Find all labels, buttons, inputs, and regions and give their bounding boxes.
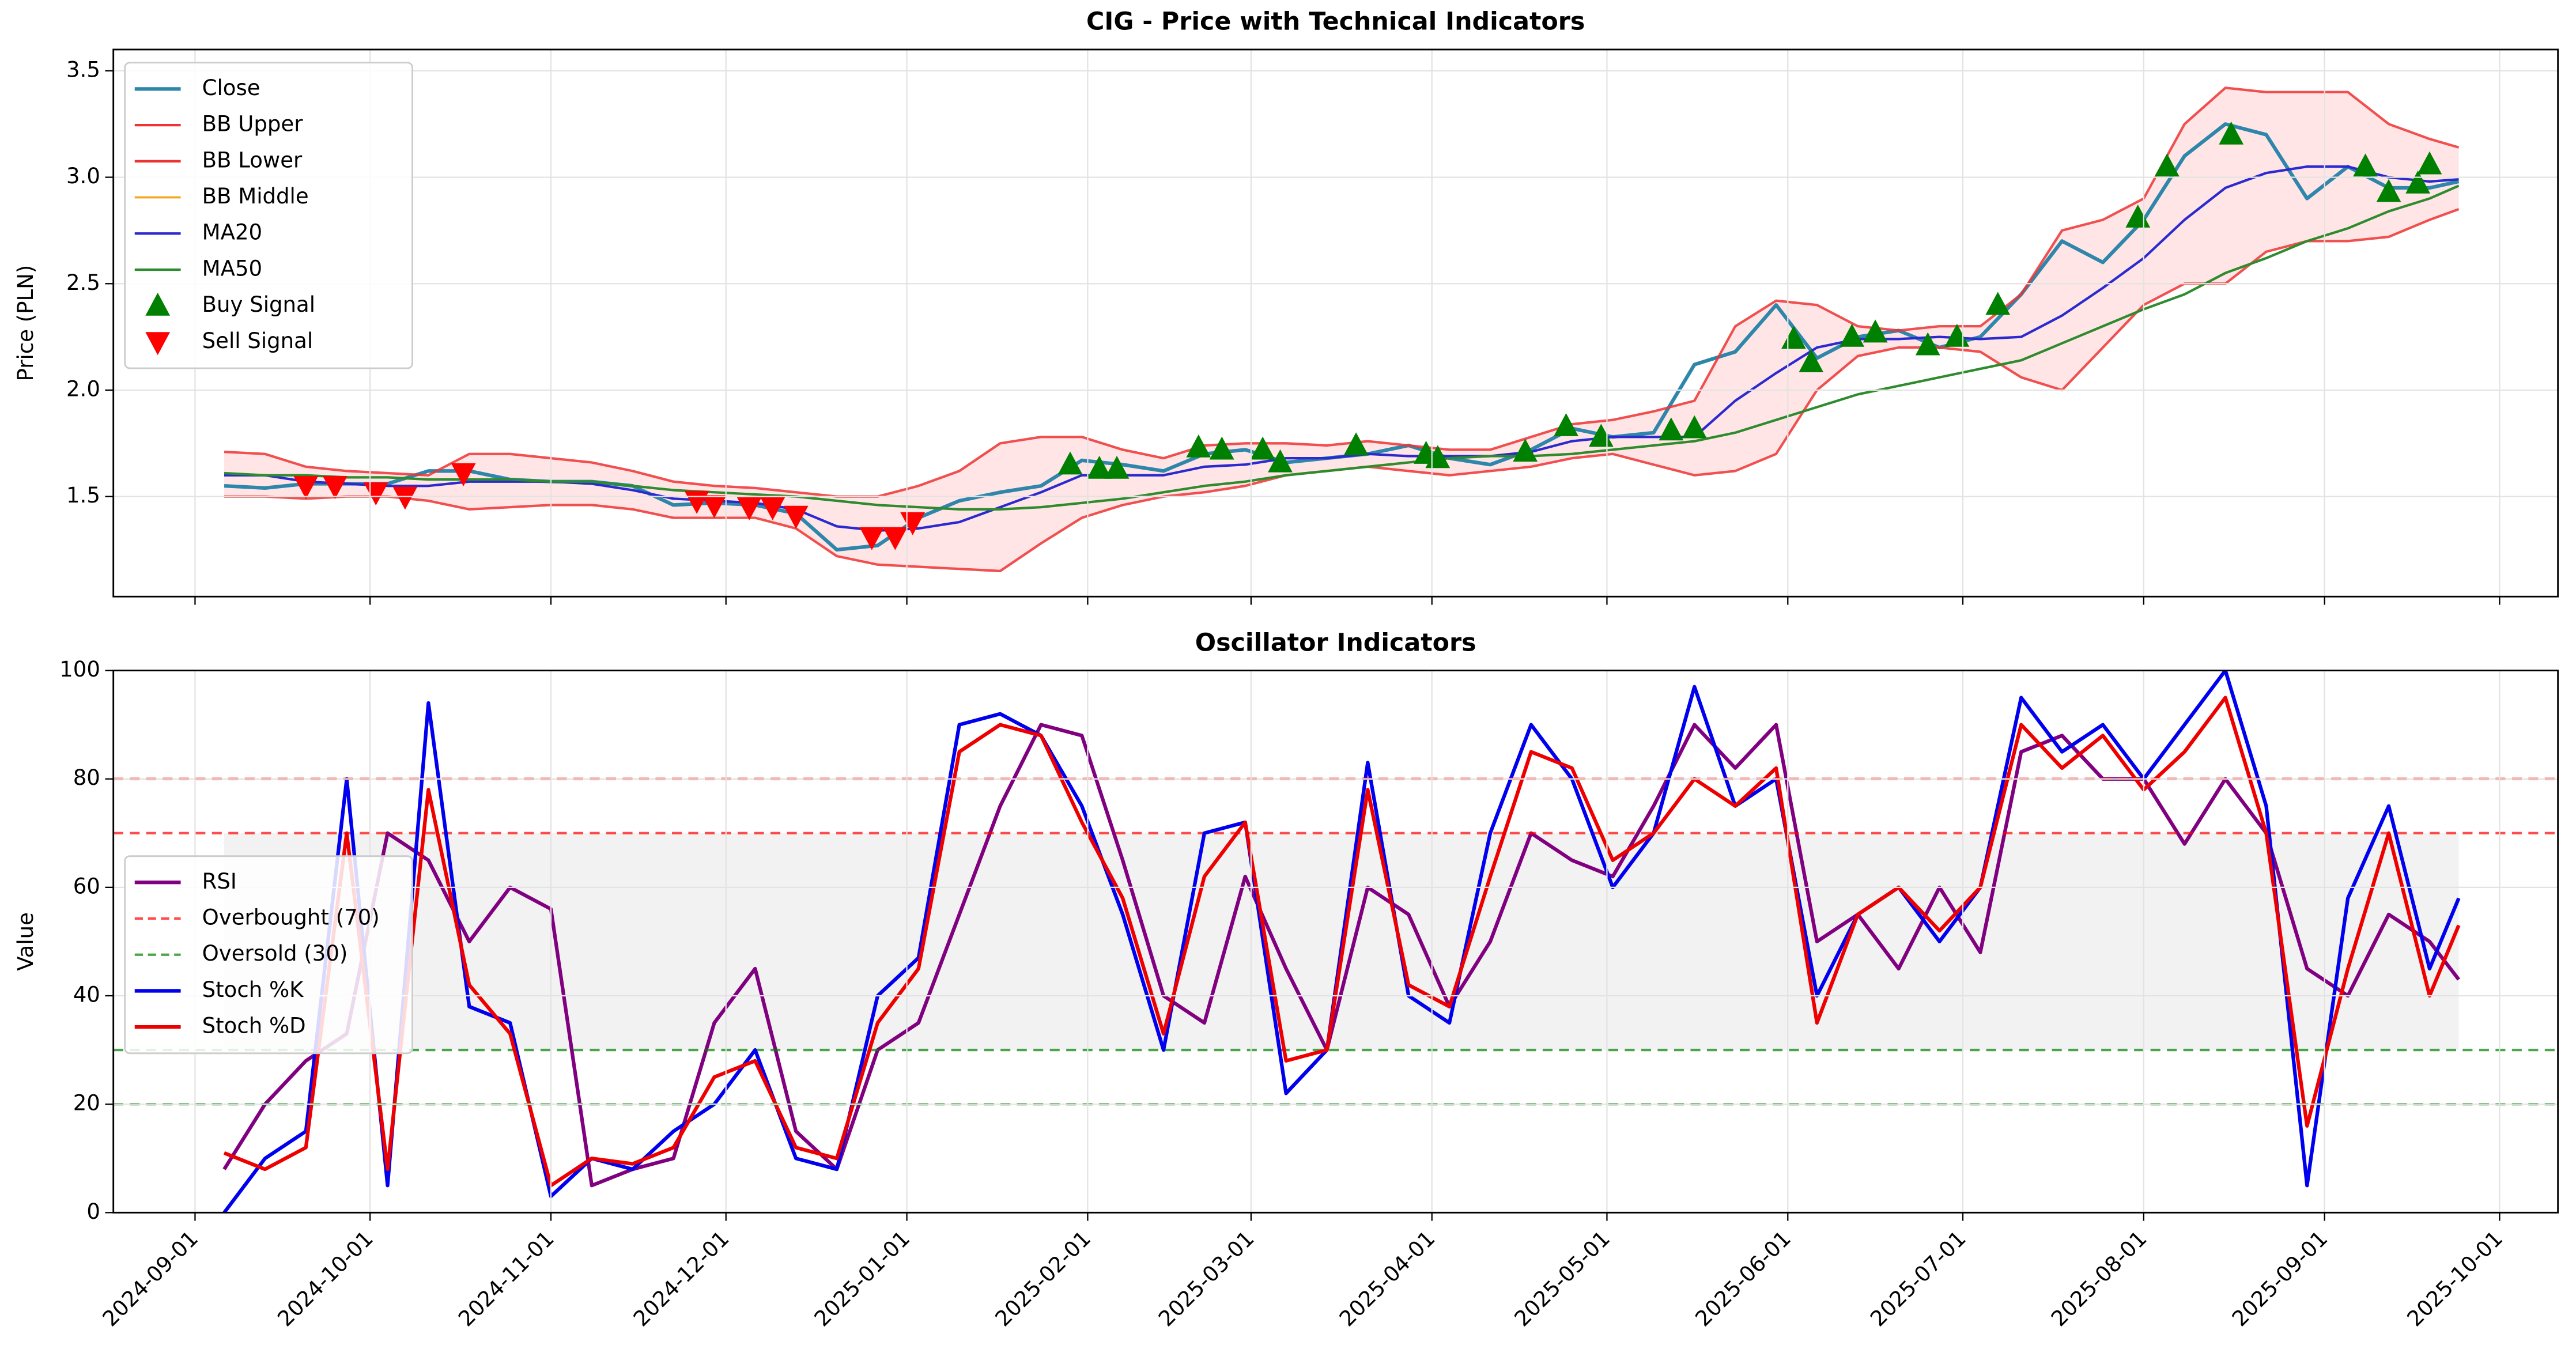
x-tick-label: 2025-02-01 [991,1226,1096,1332]
signal-marker [1513,439,1538,462]
y-tick-label: 3.0 [66,164,100,188]
y-axis-label: Value [13,912,38,971]
x-tick-label: 2025-08-01 [2046,1226,2152,1332]
band-fill [224,88,2459,571]
signal-marker [1268,449,1293,473]
chart-title: Oscillator Indicators [1195,628,1476,657]
legend-label: MA20 [202,220,262,245]
x-tick-label: 2025-09-01 [2227,1226,2333,1332]
y-tick-label: 80 [73,765,100,790]
legend-label: Stoch %K [202,977,305,1002]
y-tick-label: 20 [73,1091,100,1116]
signal-marker [2405,170,2431,194]
legend-marker [145,332,171,356]
y-axis-label: Price (PLN) [13,265,38,381]
signal-marker [1840,323,1865,347]
signal-marker [1209,436,1234,460]
signal-marker [1863,319,1888,343]
x-tick-label: 2025-05-01 [1510,1226,1615,1332]
y-tick-label: 0 [86,1199,100,1224]
x-tick-label: 2024-11-01 [454,1226,559,1332]
signal-marker [1087,455,1112,479]
signal-marker [1057,451,1083,475]
signal-marker [1186,434,1211,458]
legend-label: Close [202,75,260,100]
signal-marker [1682,415,1707,439]
signal-marker [1554,413,1578,436]
legend-label: RSI [202,869,237,894]
signal-marker [1659,417,1684,441]
x-tick-label: 2025-03-01 [1154,1226,1259,1332]
plot-area [113,670,2558,1213]
y-tick-label: 40 [73,982,100,1007]
signal-marker [293,476,319,499]
plot-frame [112,48,2559,598]
series-line [222,723,2461,1188]
signal-marker [323,476,348,499]
signal-marker [392,486,418,510]
y-tick-label: 2.0 [66,376,100,401]
signal-marker [1250,436,1275,460]
signal-marker [859,527,885,550]
x-tick-label: 2024-10-01 [273,1226,378,1332]
y-tick-label: 3.5 [66,57,100,82]
signal-marker [882,527,908,550]
legend-marker [145,292,171,316]
x-tick-label: 2025-06-01 [1690,1226,1796,1332]
x-tick-label: 2025-04-01 [1335,1226,1440,1332]
signal-marker [1915,332,1940,356]
legend: Close BB Upper BB Lower BB Middle MA20 MA50 Bu… [124,62,413,369]
series-line [224,184,2460,511]
y-tick-label: 2.5 [66,270,100,295]
legend-label: BB Upper [202,112,304,137]
legend-box [124,62,413,369]
signal-marker [2154,153,2180,177]
signal-marker [1343,432,1369,456]
signal-marker [760,497,785,520]
signal-marker [2219,121,2244,145]
series-line [224,86,2460,498]
legend-label: MA50 [202,256,262,281]
signal-marker [2376,179,2401,202]
legend-label: Overbought (70) [202,905,380,930]
signal-marker [736,497,762,520]
series-line [223,696,2461,1188]
x-tick-label: 2024-09-01 [98,1226,203,1332]
legend-label: Oversold (30) [202,941,348,966]
legend-label: Buy Signal [202,292,315,317]
signal-marker [783,505,809,529]
legend: RSI Overbought (70) Oversold (30) Stoch %K S… [124,855,413,1055]
legend-label: Stoch %D [202,1014,306,1038]
signal-marker [1104,455,1130,479]
signal-marker [2417,151,2442,175]
plot-area [224,86,2460,573]
plot-frame [112,670,2559,1214]
y-tick-label: 1.5 [66,483,100,508]
signal-marker [702,495,727,519]
x-tick-label: 2024-12-01 [629,1226,734,1332]
legend-label: Sell Signal [202,328,313,353]
signal-marker [2353,153,2378,177]
chart-title: CIG - Price with Technical Indicators [1086,7,1585,36]
signal-marker [451,463,476,486]
y-tick-label: 60 [73,874,100,898]
signal-marker [1799,349,1824,373]
x-tick-label: 2025-07-01 [1865,1226,1971,1332]
legend-label: BB Middle [202,184,309,209]
x-tick-label: 2025-01-01 [810,1226,915,1332]
series-line [224,165,2459,532]
y-tick-label: 100 [59,657,100,682]
x-tick-label: 2025-10-01 [2403,1226,2508,1332]
legend-label: BB Lower [202,148,303,172]
signal-marker [1985,292,2011,315]
legend-box [124,855,413,1055]
